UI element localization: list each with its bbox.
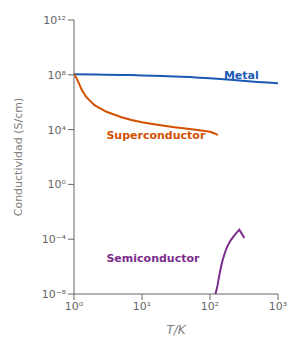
svg-text:Semiconductor: Semiconductor [106, 252, 200, 265]
svg-text:10⁴: 10⁴ [48, 124, 67, 137]
svg-text:10³: 10³ [269, 300, 287, 313]
svg-text:Conductividad (S/cm): Conductividad (S/cm) [12, 98, 25, 217]
svg-text:10⁰: 10⁰ [48, 178, 67, 191]
svg-text:T/K: T/K [166, 323, 186, 337]
svg-text:10²: 10² [201, 300, 219, 313]
svg-text:10¹: 10¹ [133, 300, 151, 313]
svg-text:Metal: Metal [224, 69, 259, 82]
svg-text:10⁻⁴: 10⁻⁴ [42, 233, 67, 246]
svg-text:10⁰: 10⁰ [65, 300, 84, 313]
svg-text:10¹²: 10¹² [43, 14, 66, 27]
svg-text:10⁸: 10⁸ [48, 69, 67, 82]
svg-text:Superconductor: Superconductor [106, 129, 205, 142]
svg-text:10⁻⁸: 10⁻⁸ [42, 288, 67, 301]
